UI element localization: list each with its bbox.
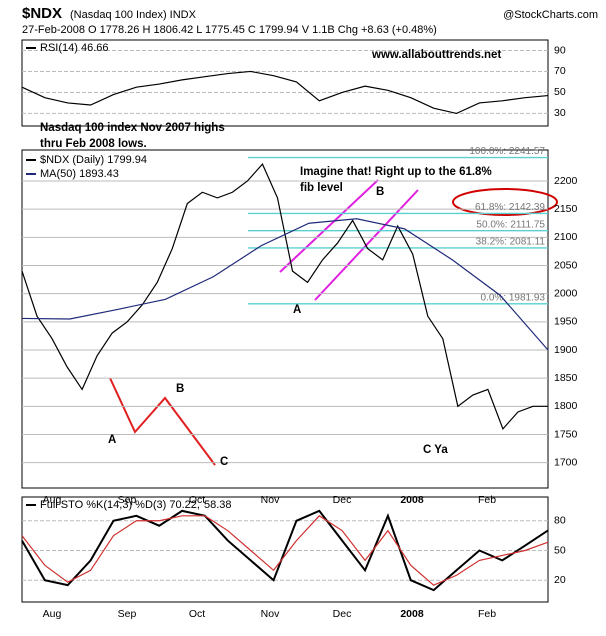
x-tick-label: Dec — [333, 608, 352, 620]
x-tick-label: 2008 — [400, 494, 424, 506]
panel-title-tail: 58.38 — [204, 499, 232, 511]
y-tick-label: 2200 — [554, 175, 578, 187]
x-tick-label: Nov — [261, 608, 280, 620]
x-tick-label: Sep — [118, 608, 137, 620]
x-tick-label: Feb — [478, 608, 496, 620]
highlight-ellipse — [452, 188, 558, 216]
quote: 27-Feb-2008 O 1778.26 H 1806.42 L 1775.4… — [22, 24, 437, 36]
x-tick-label: Oct — [189, 494, 205, 506]
series-line — [21, 162, 548, 430]
panel-title: Full STO %K(14,3) %D(3) 70.22, — [40, 499, 200, 511]
y-tick-label: 2150 — [554, 203, 578, 215]
annotation: www.allabouttrends.net — [371, 49, 501, 61]
annotation: Nasdaq 100 index Nov 2007 highs — [40, 122, 225, 134]
y-tick-label: 1900 — [554, 344, 578, 356]
y-tick-label: 1700 — [554, 456, 578, 468]
annotation: Imagine that! Right up to the 61.8% — [300, 166, 492, 178]
x-tick-label: 2008 — [400, 608, 424, 620]
series-line — [21, 70, 549, 115]
y-tick-label: 20 — [554, 574, 566, 586]
annotation: fib level — [300, 182, 343, 194]
annotation: B — [176, 383, 184, 395]
series-line — [21, 515, 549, 586]
source: @StockCharts.com — [503, 9, 598, 21]
panel-title: RSI(14) 46.66 — [40, 42, 108, 54]
sto-panel — [21, 496, 549, 603]
legend-label: $NDX (Daily) 1799.94 — [40, 154, 147, 166]
annotation: A — [293, 304, 301, 316]
legend-label: MA(50) 1893.43 — [40, 168, 119, 180]
annotation: thru Feb 2008 lows. — [40, 138, 147, 150]
rsi-panel — [21, 39, 549, 127]
fib-label: 50.0%: 2111.75 — [476, 219, 545, 230]
annotation: B — [376, 186, 384, 198]
fib-label: 61.8%: 2142.39 — [475, 202, 545, 213]
index-name: (Nasdaq 100 Index) INDX — [70, 9, 197, 21]
annotation: A — [108, 434, 116, 446]
y-tick-label: 2000 — [554, 287, 578, 299]
y-tick-label: 1950 — [554, 316, 578, 328]
x-tick-label: Nov — [261, 494, 280, 506]
y-tick-label: 50 — [554, 544, 566, 556]
annotation: C — [220, 456, 228, 468]
series-line — [21, 218, 549, 351]
y-tick-label: 2050 — [554, 259, 578, 271]
y-tick-label: 1800 — [554, 400, 578, 412]
x-tick-label: Aug — [43, 494, 62, 506]
y-tick-label: 2100 — [554, 231, 578, 243]
price-panel — [21, 149, 549, 489]
fib-label: 100.0%: 2241.57 — [469, 146, 545, 157]
y-tick-label: 80 — [554, 515, 566, 527]
channel-line — [314, 189, 419, 301]
x-tick-label: Oct — [189, 608, 205, 620]
y-tick-label: 50 — [554, 86, 566, 98]
y-tick-label: 1750 — [554, 428, 578, 440]
fib-label: 38.2%: 2081.11 — [476, 237, 546, 248]
y-tick-label: 30 — [554, 107, 566, 119]
fib-label: 0.0%: 1981.93 — [481, 292, 546, 303]
x-tick-label: Aug — [43, 608, 62, 620]
x-tick-label: Sep — [118, 494, 137, 506]
x-tick-label: Dec — [333, 494, 352, 506]
y-tick-label: 1850 — [554, 372, 578, 384]
y-tick-label: 70 — [554, 65, 566, 77]
annotation: C Ya — [423, 444, 448, 456]
abc-sketch — [109, 377, 216, 466]
y-tick-label: 90 — [554, 44, 566, 56]
symbol: $NDX — [22, 5, 62, 22]
channel-line — [279, 179, 379, 273]
x-tick-label: Feb — [478, 494, 496, 506]
series-line — [21, 509, 549, 592]
